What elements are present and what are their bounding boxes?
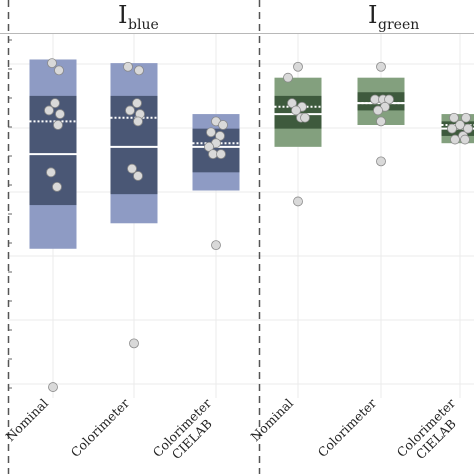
category-label-line: Colorimeter bbox=[68, 395, 133, 460]
category-label: ColorimeterCIELAB bbox=[150, 395, 225, 470]
category-label-line: Nominal bbox=[2, 396, 51, 445]
data-point bbox=[55, 109, 65, 119]
data-point bbox=[134, 65, 144, 76]
category-label: Colorimeter bbox=[315, 395, 380, 460]
data-point bbox=[47, 58, 57, 69]
data-point bbox=[449, 112, 459, 123]
data-point bbox=[211, 240, 221, 251]
data-point bbox=[463, 123, 473, 134]
data-point bbox=[460, 134, 470, 145]
data-point bbox=[46, 167, 56, 178]
data-point bbox=[127, 163, 137, 174]
facet-title: I bbox=[118, 1, 127, 29]
data-point bbox=[461, 112, 471, 123]
data-point bbox=[291, 105, 301, 116]
data-point bbox=[293, 196, 303, 207]
data-point bbox=[52, 181, 62, 192]
data-point bbox=[50, 98, 60, 109]
data-point bbox=[206, 127, 216, 138]
category-label: Colorimeter bbox=[68, 395, 133, 460]
data-point bbox=[455, 120, 465, 130]
data-point bbox=[54, 65, 64, 76]
data-point bbox=[44, 105, 54, 116]
data-point bbox=[373, 105, 383, 116]
facet-title: I bbox=[368, 1, 377, 29]
category-label: Nominal bbox=[2, 396, 51, 445]
data-point bbox=[450, 134, 460, 145]
data-point bbox=[293, 61, 303, 72]
data-point bbox=[133, 116, 143, 127]
category-label: ColorimeterCIELAB bbox=[394, 395, 469, 470]
category-label-line: Nominal bbox=[247, 396, 296, 445]
facet-title-subscript: blue bbox=[128, 17, 159, 33]
data-point bbox=[132, 98, 142, 109]
facet-title-subscript: green bbox=[378, 17, 419, 33]
data-point bbox=[447, 123, 457, 134]
data-point bbox=[53, 120, 63, 130]
data-point bbox=[376, 116, 386, 127]
data-point bbox=[283, 72, 293, 83]
data-point bbox=[218, 120, 228, 130]
data-point bbox=[123, 61, 133, 72]
data-point bbox=[125, 105, 135, 116]
data-point bbox=[133, 171, 143, 181]
category-label: Nominal bbox=[247, 396, 296, 445]
data-point bbox=[300, 112, 310, 123]
data-point bbox=[376, 156, 386, 167]
data-point bbox=[48, 382, 58, 392]
data-point bbox=[376, 61, 386, 72]
data-point bbox=[129, 338, 139, 349]
data-point bbox=[216, 149, 226, 160]
category-label-line: Colorimeter bbox=[315, 395, 380, 460]
